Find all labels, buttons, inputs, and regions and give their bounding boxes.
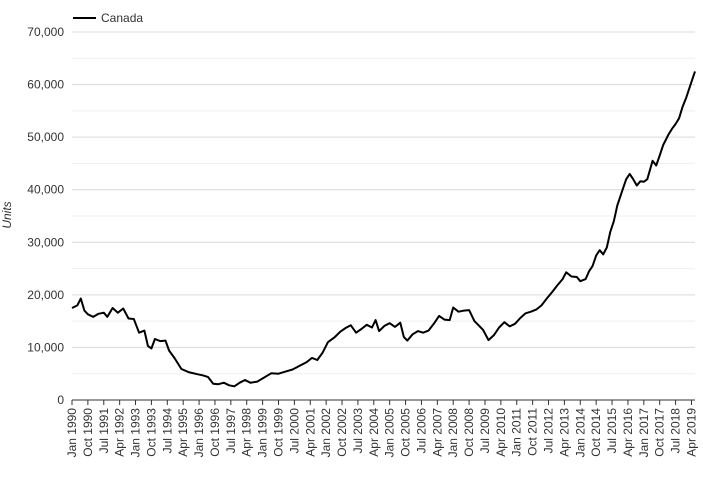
series-line-canada: [71, 71, 696, 388]
y-axis-label: Units: [0, 201, 14, 228]
x-tick-label: Oct 2002: [335, 408, 349, 457]
y-tick-label: 10,000: [27, 340, 64, 354]
legend-label-canada: Canada: [101, 11, 143, 25]
x-tick-label: Jan 2014: [573, 408, 587, 458]
gridlines: [72, 31, 695, 375]
x-tick-label: Apr 2016: [621, 408, 635, 457]
y-tick-label: 40,000: [27, 183, 64, 197]
x-tick-label: Apr 2001: [303, 408, 317, 457]
x-tick-labels: Jan 1990 Oct 1990 Jul 1991 Apr 1992 Jan 1993…: [65, 408, 698, 458]
series-layer: [71, 71, 696, 388]
x-tick-label: Apr 2013: [557, 408, 571, 457]
x-tick-label: Oct 1999: [271, 408, 285, 457]
x-tick-label: Oct 1990: [81, 408, 95, 457]
y-tick-label: 70,000: [27, 25, 64, 39]
y-tick-label: 50,000: [27, 130, 64, 144]
x-tick-label: Jul 2006: [414, 408, 428, 454]
x-tick-label: Jul 2000: [287, 408, 301, 454]
y-tick-label: 30,000: [27, 235, 64, 249]
x-tick-label: Jul 2009: [478, 408, 492, 454]
x-tick-label: Apr 2004: [367, 408, 381, 457]
y-tick-label: 20,000: [27, 288, 64, 302]
x-tick-label: Jan 1999: [256, 408, 270, 458]
x-tick-label: Jan 1993: [129, 408, 143, 458]
x-tick-label: Oct 1996: [208, 408, 222, 457]
x-tick-label: Oct 2005: [399, 408, 413, 457]
x-tick-label: Apr 2019: [684, 408, 698, 457]
y-tick-label: 0: [57, 393, 64, 407]
x-tick-label: Jan 2017: [637, 408, 651, 458]
x-tick-label: Jan 2008: [446, 408, 460, 458]
x-tick-label: Jan 2005: [383, 408, 397, 458]
x-tick-label: Oct 1993: [144, 408, 158, 457]
x-tick-label: Oct 2008: [462, 408, 476, 457]
x-tick-label: Apr 1995: [176, 408, 190, 457]
x-tick-label: Jul 2012: [542, 408, 556, 454]
x-tick-label: Apr 1998: [240, 408, 254, 457]
x-tick-label: Jul 1997: [224, 408, 238, 454]
x-tick-label: Jan 2011: [510, 408, 524, 457]
x-tick-label: Oct 2011: [526, 408, 540, 456]
x-tick-label: Oct 2017: [653, 408, 667, 457]
x-tick-label: Jan 1990: [65, 408, 79, 458]
axes: [71, 399, 695, 405]
x-tick-label: Jul 2003: [351, 408, 365, 454]
x-tick-label: Apr 1992: [113, 408, 127, 457]
x-tick-label: Oct 2014: [589, 408, 603, 457]
x-tick-label: Jan 1996: [192, 408, 206, 458]
x-tick-label: Jul 2015: [605, 408, 619, 454]
x-tick-label: Apr 2010: [494, 408, 508, 457]
y-tick-label: 60,000: [27, 78, 64, 92]
x-tick-label: Jul 2018: [669, 408, 683, 454]
y-tick-labels: 0 10,000 20,000 30,000 40,000 50,000 60,000 70,…: [27, 25, 64, 407]
legend: Canada: [73, 11, 143, 25]
x-tick-label: Jan 2002: [319, 408, 333, 458]
x-tick-label: Apr 2007: [430, 408, 444, 457]
x-tick-label: Jul 1994: [160, 408, 174, 454]
x-tick-label: Jul 1991: [97, 408, 111, 454]
